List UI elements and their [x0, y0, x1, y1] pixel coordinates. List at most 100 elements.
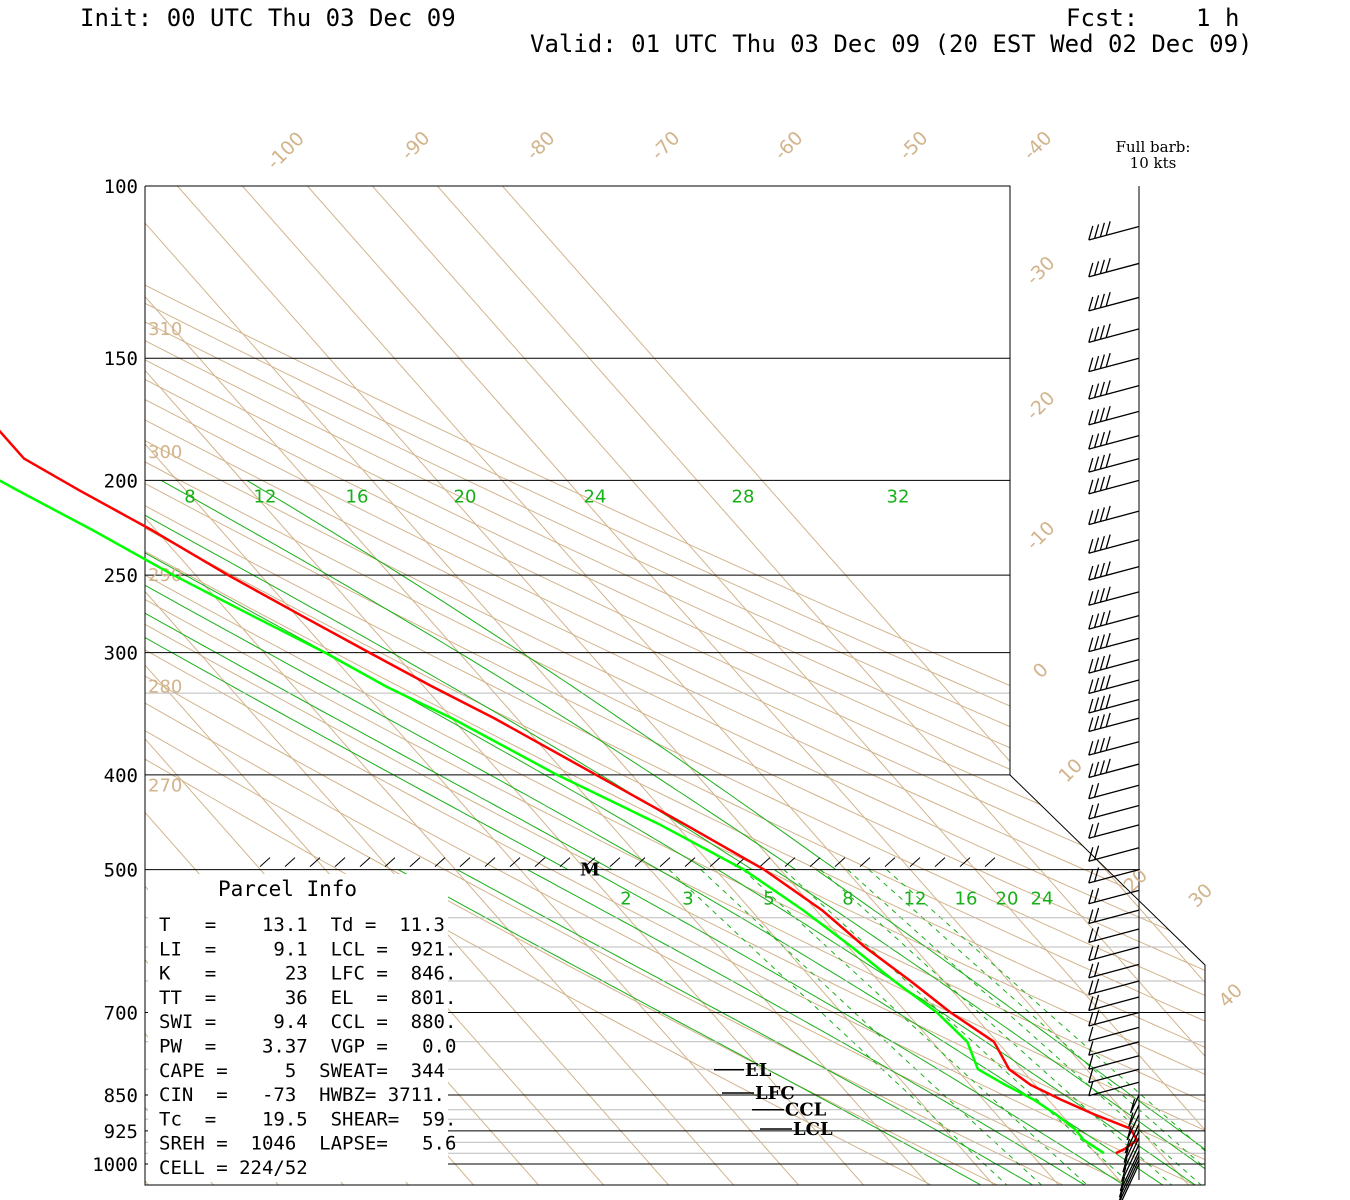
wind-barb-shaft — [1121, 1144, 1140, 1182]
wind-barb-flag — [1088, 763, 1094, 778]
moist-adiabat-label: 12 — [254, 486, 277, 507]
temperature-label: -90 — [397, 127, 435, 165]
temperature-label: 10 — [1054, 754, 1087, 787]
wind-barb-shaft — [1088, 698, 1140, 714]
pressure-label: 700 — [104, 1003, 138, 1025]
hatch-mark — [484, 857, 496, 867]
temperature-label: -10 — [1022, 517, 1060, 555]
wind-barb — [1088, 712, 1140, 733]
wind-barb-flag — [1088, 1055, 1094, 1070]
wind-barb — [1088, 926, 1140, 944]
wind-barb-flag — [1088, 637, 1094, 652]
hatch-mark — [359, 857, 371, 867]
wind-barb-flag — [1088, 1041, 1094, 1056]
wind-barb-flag — [1129, 1098, 1136, 1114]
mixing-ratio-line — [886, 869, 1205, 1185]
wind-barb — [1088, 994, 1140, 1012]
wind-barb-flag — [1088, 824, 1094, 839]
wind-barb — [1121, 1144, 1140, 1182]
wind-barb-flag — [1105, 674, 1111, 690]
wind-barb-shaft — [1124, 1123, 1140, 1154]
hatch-mark — [934, 857, 946, 867]
pressure-label: 1000 — [92, 1154, 138, 1176]
wind-barb-flag — [1123, 1148, 1129, 1163]
mixing-ratio-line — [820, 869, 1172, 1185]
hatch-mark — [659, 857, 671, 867]
wind-barb-flag — [1099, 507, 1105, 522]
wind-barb-flag — [1093, 589, 1100, 604]
parcel-info-title: Parcel Info — [218, 877, 357, 901]
wind-barb-flag — [1088, 565, 1094, 581]
wind-barb-flag — [1099, 611, 1105, 627]
dewpoint-profile-line — [0, 479, 1105, 1155]
wind-barb-flag — [1088, 434, 1094, 450]
wind-barb-flag — [1093, 635, 1100, 651]
wind-barb — [1088, 654, 1140, 674]
hatch-mark — [609, 857, 621, 867]
wind-barb-flag — [1099, 714, 1105, 729]
wind-barb-shaft — [1088, 357, 1140, 373]
wind-barb-shaft — [1088, 784, 1140, 800]
wind-barb-flag — [1105, 475, 1111, 490]
wind-barb-flag — [1105, 534, 1111, 549]
temperature-label: 40 — [1214, 979, 1247, 1012]
wind-barb — [1129, 1094, 1140, 1114]
wind-barb-shaft — [1121, 1163, 1140, 1200]
wind-barb-flag — [1093, 803, 1100, 818]
wind-barb-shaft — [1088, 909, 1140, 925]
wind-barb-flag — [1093, 564, 1100, 579]
wind-barb — [1088, 475, 1140, 495]
wind-barb-flag — [1099, 760, 1105, 775]
mixing-ratio-line — [700, 869, 1042, 1185]
theta-label: 310 — [148, 319, 182, 340]
isotherm-line — [145, 186, 669, 1185]
wind-barb — [1088, 845, 1140, 862]
hatch-mark — [984, 857, 996, 867]
temperature-label: -100 — [263, 128, 309, 174]
moist-adiabat-line — [658, 869, 1163, 1185]
wind-barb-flag — [1088, 328, 1094, 343]
wind-barb-flag — [1128, 1112, 1134, 1127]
wind-barb-flag — [1099, 655, 1105, 671]
parcel-info-row: TT = 36 EL = 801. — [159, 987, 456, 1009]
wind-barb-shaft — [1088, 615, 1140, 630]
parcel-level-label-el: EL — [745, 1060, 772, 1081]
wind-barb-flag — [1124, 1138, 1131, 1154]
wind-barb-flag — [1093, 295, 1100, 310]
wind-barb-flag — [1093, 994, 1100, 1010]
wind-barb-flag — [1088, 996, 1094, 1011]
wind-barb-shaft — [1088, 262, 1140, 278]
dry-adiabat-line — [145, 186, 1205, 1185]
wind-barb — [1088, 221, 1140, 241]
temperature-label: -70 — [647, 127, 685, 165]
wind-barb-flag — [1118, 1182, 1125, 1198]
mixing-ratio-label: 8 — [842, 889, 853, 910]
wind-barb-shaft — [1088, 889, 1140, 905]
wind-barb — [1088, 586, 1140, 606]
parcel-info-row: CIN = -73 HWBZ= 3711. — [159, 1084, 445, 1106]
dry-adiabat-line — [145, 186, 1205, 1185]
wind-barb — [1088, 1055, 1140, 1070]
isotherm-line — [145, 186, 994, 1185]
wind-barb — [1123, 1130, 1140, 1163]
dry-adiabat-line — [145, 186, 1205, 1185]
hatch-mark — [509, 857, 521, 867]
valid-time: Valid: 01 UTC Thu 03 Dec 09 (20 EST Wed … — [530, 30, 1253, 58]
dry-adiabat-line — [145, 186, 1205, 1185]
wind-barb-flag — [1093, 409, 1100, 424]
wind-barb — [1088, 1041, 1140, 1056]
wind-barb-flag — [1119, 1176, 1126, 1192]
wind-barb-shaft — [1122, 1137, 1140, 1173]
mixing-ratio-label: 24 — [1031, 889, 1054, 910]
theta-label: 270 — [148, 775, 182, 796]
wind-barb-flag — [1088, 225, 1094, 241]
wind-barb-flag — [1099, 407, 1105, 422]
wind-barb — [1126, 1114, 1140, 1141]
wind-barb-flag — [1099, 676, 1105, 691]
parcel-level-label-lfc: LFC — [755, 1083, 795, 1104]
wind-barb-flag — [1088, 1011, 1094, 1027]
wind-legend-line2: 10 kts — [1130, 154, 1177, 172]
wind-barb-shaft — [1088, 385, 1140, 400]
wind-barb-flag — [1093, 508, 1100, 524]
